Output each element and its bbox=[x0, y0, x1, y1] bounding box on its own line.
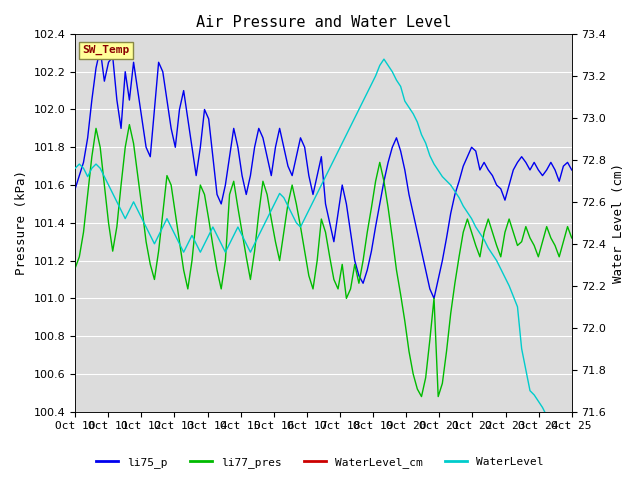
Title: Air Pressure and Water Level: Air Pressure and Water Level bbox=[196, 15, 451, 30]
Y-axis label: Pressure (kPa): Pressure (kPa) bbox=[15, 170, 28, 276]
Y-axis label: Water Level (cm): Water Level (cm) bbox=[612, 163, 625, 283]
Legend: li75_p, li77_pres, WaterLevel_cm, WaterLevel: li75_p, li77_pres, WaterLevel_cm, WaterL… bbox=[92, 452, 548, 472]
Text: SW_Temp: SW_Temp bbox=[83, 45, 130, 56]
